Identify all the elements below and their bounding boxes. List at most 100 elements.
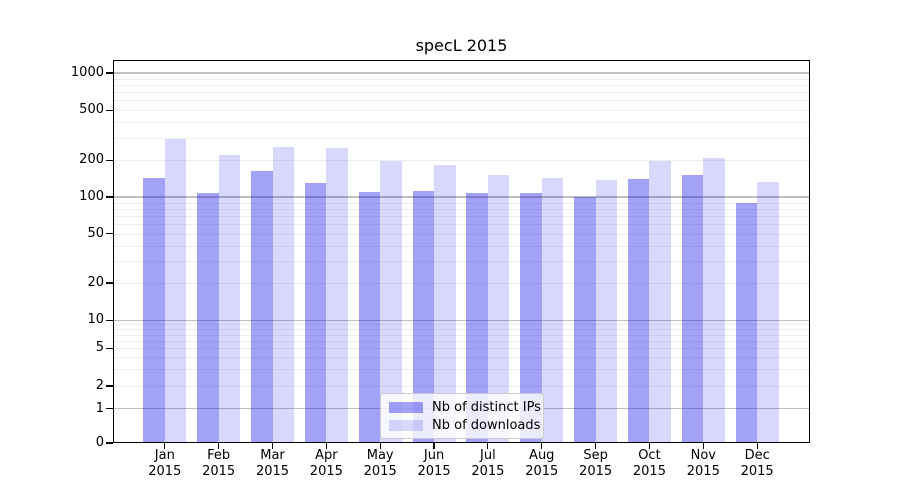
x-tick-label: May 2015: [363, 448, 397, 479]
legend-swatch-distinct-ips: [389, 401, 423, 413]
bar-downloads-nov: [703, 158, 725, 443]
x-tick-mark: [379, 443, 381, 449]
y-tick-mark: [106, 159, 113, 161]
bar-downloads-feb: [218, 154, 241, 443]
y-tick-label: 1000: [70, 65, 104, 80]
x-tick-mark: [325, 443, 327, 449]
minor-gridline: [113, 78, 810, 80]
x-tick-mark: [756, 443, 758, 449]
minor-gridline: [113, 245, 810, 247]
bar-distinct-ips-may: [358, 192, 381, 443]
minor-gridline: [113, 324, 810, 326]
x-tick-label: Dec 2015: [740, 448, 774, 479]
minor-gridline: [113, 283, 810, 284]
bar-distinct-ips-oct: [627, 178, 650, 443]
y-tick-mark: [106, 196, 113, 198]
legend-label-distinct-ips: Nb of distinct IPs: [432, 399, 541, 415]
minor-gridline: [113, 215, 810, 217]
y-tick-mark: [106, 109, 113, 111]
x-tick-mark: [433, 443, 435, 449]
minor-gridline: [113, 208, 810, 210]
minor-gridline: [113, 100, 810, 102]
x-tick-label: Apr 2015: [309, 448, 343, 479]
bar-distinct-ips-jun: [412, 190, 435, 443]
major-gridline: [113, 72, 810, 74]
bar-downloads-oct: [649, 161, 671, 443]
y-tick-label: 1: [95, 400, 104, 416]
y-tick-label: 500: [79, 102, 104, 118]
bar-downloads-sep: [595, 179, 618, 443]
minor-gridline: [113, 202, 810, 204]
y-tick-label: 200: [79, 152, 104, 168]
bar-distinct-ips-mar: [251, 170, 273, 443]
minor-gridline: [113, 334, 810, 336]
minor-gridline: [113, 357, 810, 359]
minor-gridline: [113, 340, 810, 342]
chart-title: specL 2015: [415, 36, 508, 55]
y-tick-mark: [106, 72, 113, 74]
bar-distinct-ips-jul: [466, 193, 488, 443]
minor-gridline: [113, 386, 810, 387]
x-tick-mark: [218, 443, 220, 449]
bar-downloads-jul: [487, 175, 510, 443]
x-tick-label: Nov 2015: [686, 448, 720, 479]
legend-item-downloads: Nb of downloads: [389, 416, 540, 434]
bar-distinct-ips-apr: [304, 183, 327, 443]
minor-gridline: [113, 329, 810, 331]
bar-downloads-jun: [434, 165, 456, 443]
x-tick-mark: [648, 443, 651, 449]
y-tick-mark: [106, 408, 113, 410]
legend-swatch-downloads: [389, 419, 423, 431]
y-tick-label: 50: [87, 225, 104, 241]
bar-downloads-jan: [164, 138, 187, 443]
y-tick-mark: [106, 319, 113, 321]
x-tick-mark: [164, 443, 166, 449]
bar-downloads-dec: [757, 182, 779, 443]
legend-item-distinct-ips: Nb of distinct IPs: [389, 398, 541, 416]
major-gridline: [113, 319, 810, 321]
y-tick-label: 100: [79, 189, 104, 204]
y-tick-mark: [106, 385, 113, 387]
minor-gridline: [113, 85, 810, 86]
x-tick-mark: [271, 443, 274, 449]
minor-gridline: [113, 92, 810, 94]
x-tick-mark: [541, 443, 543, 449]
x-tick-label: Sep 2015: [579, 448, 613, 479]
minor-gridline: [113, 348, 810, 350]
minor-gridline: [113, 369, 810, 371]
x-tick-label: Jan 2015: [148, 448, 182, 479]
minor-gridline: [113, 138, 810, 140]
bar-downloads-mar: [272, 147, 294, 443]
y-tick-label: 5: [95, 340, 104, 356]
bar-distinct-ips-dec: [735, 203, 758, 443]
minor-gridline: [113, 110, 810, 112]
y-tick-label: 0: [95, 435, 104, 450]
x-tick-label: Mar 2015: [255, 448, 290, 479]
y-tick-mark: [106, 282, 113, 284]
y-tick-mark: [106, 442, 113, 444]
bar-distinct-ips-aug: [520, 193, 542, 443]
x-tick-mark: [487, 443, 489, 449]
x-tick-mark: [595, 443, 597, 449]
bar-downloads-apr: [326, 148, 348, 443]
y-tick-label: 10: [87, 312, 104, 328]
minor-gridline: [113, 261, 810, 263]
x-tick-label: Feb 2015: [202, 448, 236, 479]
x-tick-label: Aug 2015: [525, 448, 559, 479]
bar-distinct-ips-feb: [197, 192, 219, 443]
bar-distinct-ips-sep: [574, 197, 596, 443]
minor-gridline: [113, 223, 810, 225]
y-tick-mark: [106, 347, 113, 349]
y-tick-mark: [106, 233, 113, 235]
y-tick-label: 20: [87, 275, 104, 290]
y-tick-label: 2: [95, 378, 104, 393]
legend: Nb of distinct IPs Nb of downloads: [380, 393, 544, 439]
x-tick-label: Jul 2015: [471, 448, 505, 479]
legend-label-downloads: Nb of downloads: [432, 417, 541, 433]
major-gridline: [113, 196, 810, 198]
minor-gridline: [113, 233, 810, 235]
bar-downloads-aug: [541, 178, 564, 443]
x-tick-mark: [702, 443, 704, 449]
bar-downloads-may: [380, 161, 402, 443]
